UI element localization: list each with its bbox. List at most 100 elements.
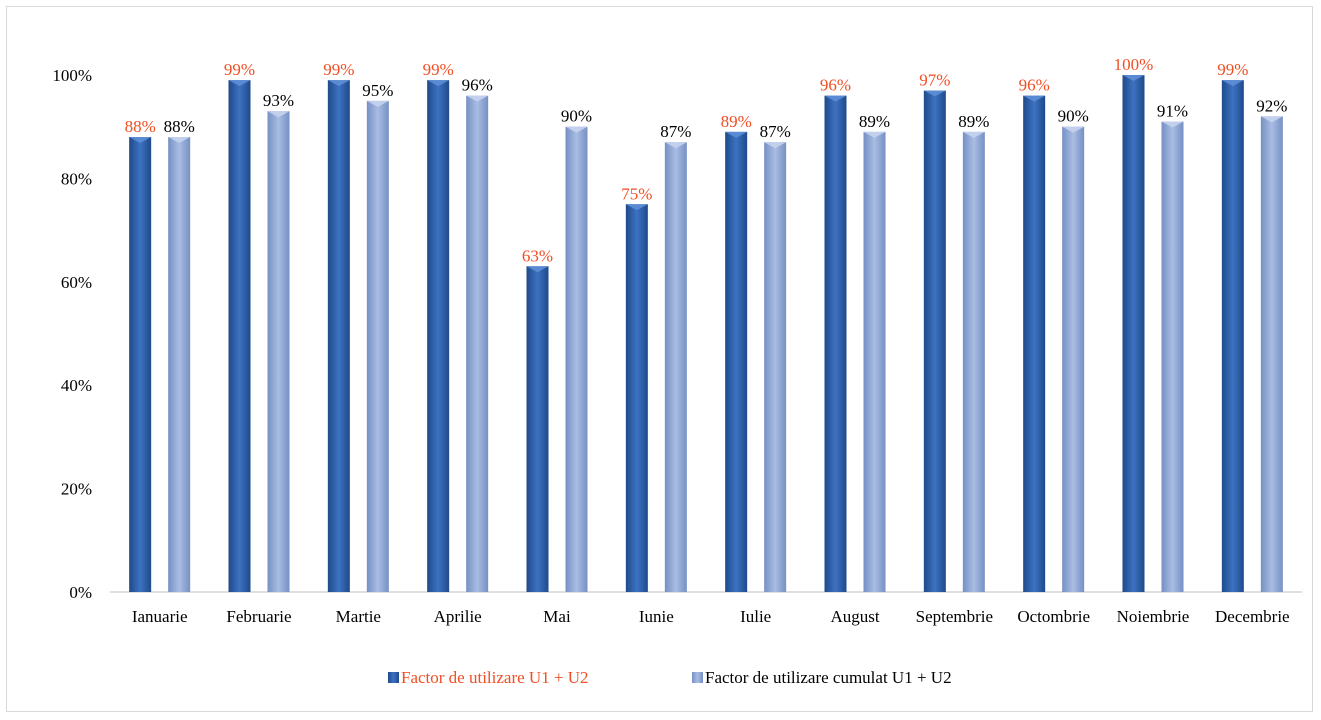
bars — [129, 75, 1283, 593]
bar — [427, 80, 450, 593]
bar — [962, 131, 985, 592]
data-label: 90% — [1058, 107, 1089, 126]
data-label: 75% — [621, 184, 652, 203]
bar — [1023, 95, 1046, 593]
bar — [824, 95, 847, 593]
bar-bevel — [565, 126, 588, 133]
x-tick-label: Noiembrie — [1117, 607, 1190, 626]
bar-bevel — [427, 80, 450, 87]
bar-bevel — [664, 142, 687, 149]
x-tick-label: Iulie — [740, 607, 771, 626]
bar — [168, 137, 191, 593]
x-tick-label: Aprilie — [434, 607, 482, 626]
x-tick-label: Octombrie — [1017, 607, 1090, 626]
bar-bevel — [824, 95, 847, 102]
y-tick-label: 40% — [61, 376, 92, 395]
data-label: 87% — [760, 122, 791, 141]
data-labels: 88% 88% 99% 93% 99% 95% 99% 96% 63% 90% 75% 87% 89% 8… — [125, 55, 1288, 265]
bar-bevel — [625, 204, 648, 211]
legend-label: Factor de utilizare cumulat U1 + U2 — [705, 668, 952, 687]
data-label: 88% — [125, 117, 156, 136]
y-tick-label: 0% — [69, 583, 92, 602]
bar — [725, 131, 748, 592]
bar-bevel — [923, 90, 946, 97]
bar-bevel — [327, 80, 350, 87]
data-label: 96% — [820, 76, 851, 95]
bar-bevel — [1023, 95, 1046, 102]
bar — [764, 142, 787, 592]
y-axis: 0% 20% 40% 60% 80% 100% — [52, 66, 92, 602]
chart-frame — [6, 6, 1313, 712]
x-tick-label: Mai — [543, 607, 571, 626]
data-label: 93% — [263, 91, 294, 110]
x-tick-label: Martie — [336, 607, 381, 626]
data-label: 88% — [164, 117, 195, 136]
bar — [327, 80, 350, 593]
bar — [526, 266, 549, 592]
x-tick-label: Ianuarie — [132, 607, 188, 626]
bar-bevel — [267, 111, 290, 118]
legend-swatch — [388, 672, 399, 683]
data-label: 99% — [1217, 60, 1248, 79]
bar — [863, 131, 886, 592]
data-label: 91% — [1157, 102, 1188, 121]
y-tick-label: 60% — [61, 273, 92, 292]
x-tick-label: August — [830, 607, 879, 626]
data-label: 63% — [522, 246, 553, 265]
data-label: 96% — [462, 76, 493, 95]
legend-label: Factor de utilizare U1 + U2 — [401, 668, 589, 687]
x-tick-label: Decembrie — [1215, 607, 1290, 626]
bar — [1221, 80, 1244, 593]
bar — [366, 100, 389, 592]
x-tick-label: Iunie — [639, 607, 674, 626]
bar — [228, 80, 251, 593]
bar-bevel — [1161, 121, 1184, 128]
y-tick-label: 20% — [61, 480, 92, 499]
x-axis: Ianuarie Februarie Martie Aprilie Mai Iunie Iu… — [110, 591, 1302, 626]
bar-bevel — [1221, 80, 1244, 87]
data-label: 97% — [919, 71, 950, 90]
bar — [1260, 116, 1283, 593]
data-label: 92% — [1256, 96, 1287, 115]
bar — [664, 142, 687, 592]
bar — [625, 204, 648, 592]
x-tick-label: Septembrie — [916, 607, 993, 626]
data-label: 89% — [859, 112, 890, 131]
bar-bevel — [366, 100, 389, 107]
data-label: 99% — [224, 60, 255, 79]
data-label: 87% — [660, 122, 691, 141]
bar-bevel — [466, 95, 489, 102]
legend: Factor de utilizare U1 + U2 Factor de uti… — [388, 668, 952, 687]
bar-bevel — [1062, 126, 1085, 133]
bar-bevel — [129, 137, 152, 144]
bar — [129, 137, 152, 593]
bar-bevel — [725, 131, 748, 138]
bar-bevel — [764, 142, 787, 149]
data-label: 96% — [1019, 76, 1050, 95]
bar-bevel — [962, 131, 985, 138]
legend-swatch — [692, 672, 703, 683]
bar-bevel — [1122, 75, 1145, 81]
bar — [923, 90, 946, 592]
bar-bevel — [526, 266, 549, 273]
data-label: 90% — [561, 107, 592, 126]
bar — [565, 126, 588, 592]
bar — [267, 111, 290, 592]
data-label: 99% — [323, 60, 354, 79]
bar-bevel — [863, 131, 886, 138]
x-tick-label: Februarie — [226, 607, 291, 626]
y-tick-label: 80% — [61, 169, 92, 188]
y-tick-label: 100% — [52, 66, 92, 85]
bar — [466, 95, 489, 593]
data-label: 89% — [958, 112, 989, 131]
bar — [1062, 126, 1085, 592]
data-label: 89% — [721, 112, 752, 131]
bar-bevel — [228, 80, 251, 87]
bar-bevel — [1260, 116, 1283, 123]
data-label: 95% — [362, 81, 393, 100]
data-label: 99% — [423, 60, 454, 79]
data-label: 100% — [1114, 55, 1154, 74]
bar — [1122, 75, 1145, 592]
bar-bevel — [168, 137, 191, 144]
